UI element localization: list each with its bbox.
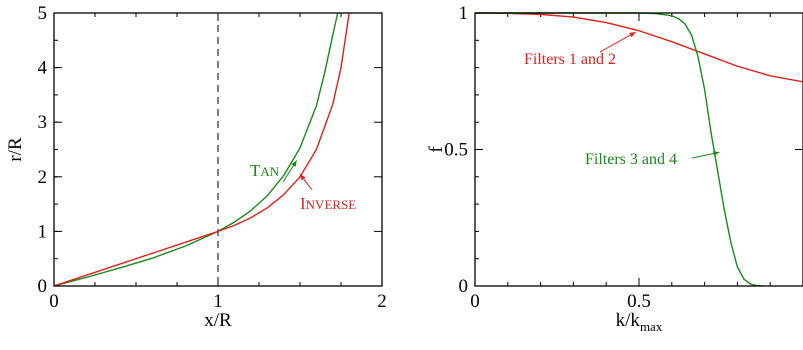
- y-tick-label: 0.5: [444, 140, 468, 161]
- series-line: [475, 12, 803, 83]
- y-tick-label: 5: [38, 3, 48, 24]
- x-tick-label: 2: [377, 291, 387, 312]
- y-tick-label: 0: [38, 276, 48, 297]
- series-line: [54, 12, 339, 286]
- annotation-arrowhead: [712, 151, 720, 156]
- y-tick-label: 1: [38, 221, 48, 242]
- annotation-arrowhead: [291, 160, 297, 167]
- annotation-label: Filters 1 and 2: [524, 51, 616, 68]
- annotation-arrow-line: [599, 31, 636, 53]
- annotation-label: INVERSE: [300, 194, 356, 213]
- chart-panel-1: 0 1 2 0 1 2 3 4 5 x/R r/R: [5, 3, 387, 331]
- annotation-label: TAN: [250, 161, 280, 180]
- plot-frame: [474, 12, 803, 287]
- plot-frame: [53, 12, 383, 287]
- series-line: [54, 12, 350, 286]
- y-axis-label: r/R: [5, 137, 26, 162]
- annotation: TAN: [250, 160, 298, 183]
- x-tick-label: 1: [213, 291, 223, 312]
- annotation: INVERSE: [299, 173, 356, 213]
- annotation-arrowhead: [300, 174, 306, 181]
- x-tick-label: 0.5: [627, 291, 651, 312]
- annotation: Filters 3 and 4: [585, 151, 720, 168]
- annotation-label: Filters 3 and 4: [585, 151, 677, 168]
- y-tick-label: 0: [459, 276, 469, 297]
- x-axis-label: k/kmax: [616, 310, 663, 334]
- chart-panel-2: 0 0.5 0 0.5 1 k/kmax f: [426, 3, 803, 334]
- x-tick-label: 0: [470, 291, 480, 312]
- series-line: [475, 12, 764, 286]
- x-axis-label-subscript: max: [640, 319, 663, 334]
- y-tick-label: 4: [38, 58, 48, 79]
- annotation: Filters 1 and 2: [524, 31, 636, 68]
- y-axis-label: f: [426, 146, 447, 153]
- y-tick-label: 2: [38, 167, 48, 188]
- y-tick-label: 1: [459, 3, 469, 24]
- annotation-arrowhead: [629, 32, 636, 38]
- x-tick-label: 0: [49, 291, 59, 312]
- y-tick-label: 3: [38, 112, 48, 133]
- x-axis-label: x/R: [204, 310, 232, 331]
